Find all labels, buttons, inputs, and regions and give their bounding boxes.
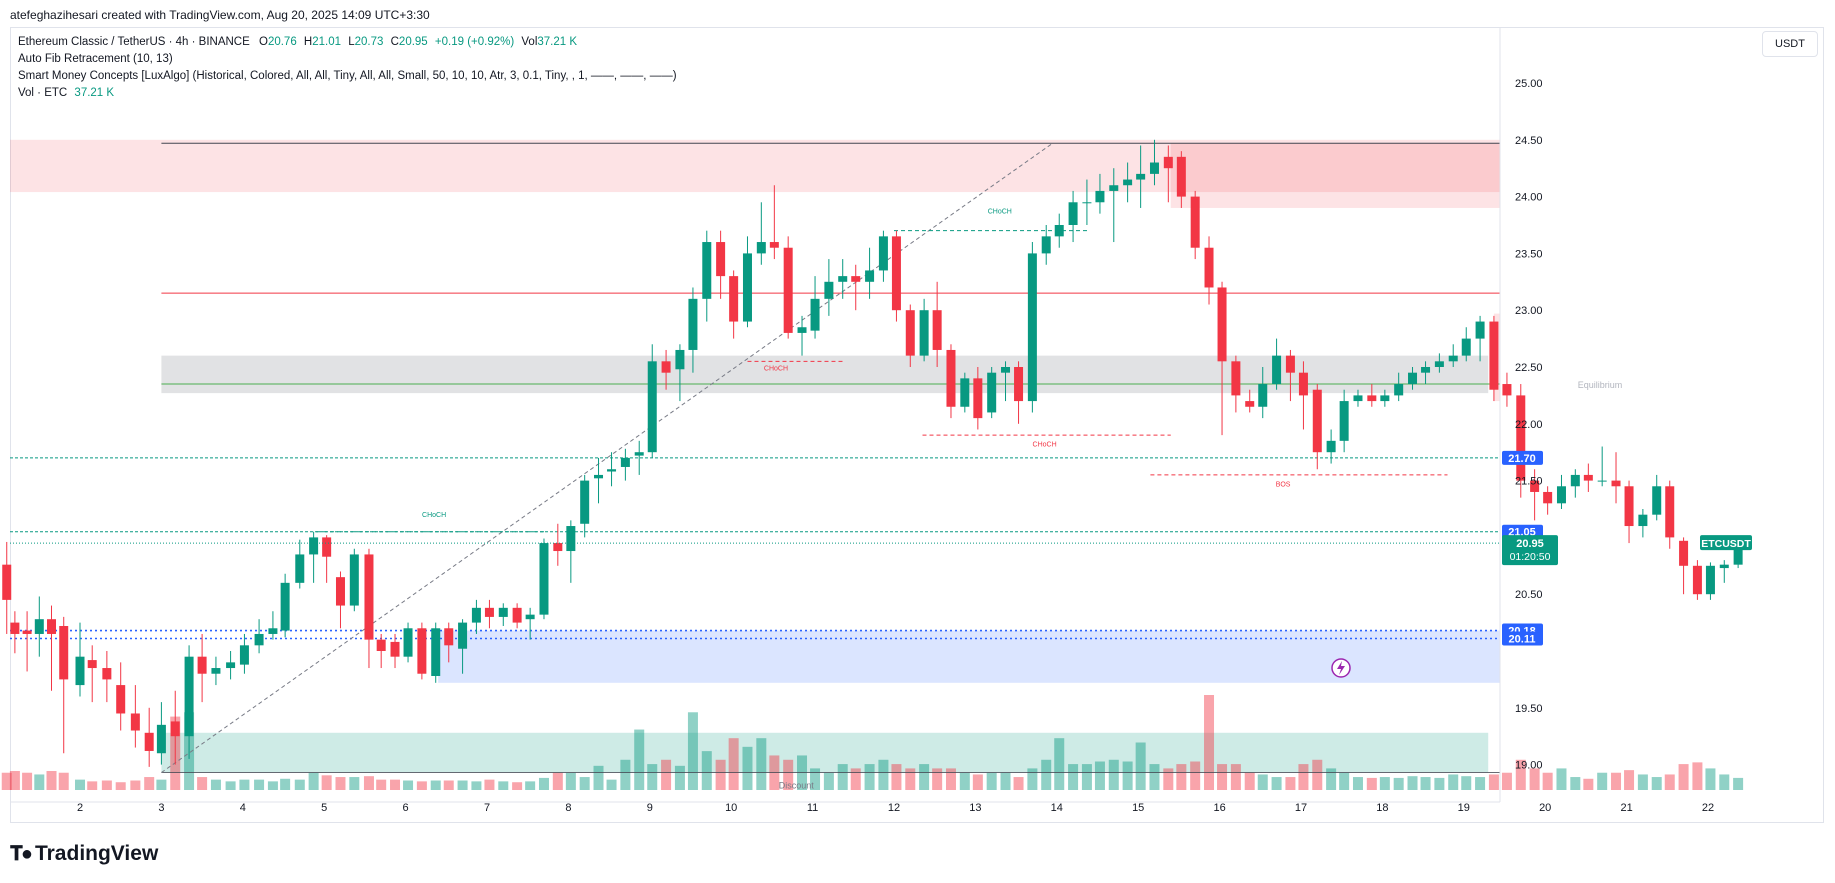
- chart-legend: Ethereum Classic / TetherUS · 4h · BINAN…: [18, 34, 677, 102]
- volume-value: 37.21 K: [537, 36, 578, 48]
- ohlc-close-label: C: [390, 36, 399, 48]
- volume-label: Vol: [521, 36, 538, 48]
- tradingview-logo-text: TradingView: [34, 842, 159, 865]
- price-change: +0.19 (+0.92%): [434, 36, 515, 48]
- tradingview-logo-icon: 𝐓●: [10, 842, 33, 865]
- ohlc-low-label: L: [348, 36, 355, 48]
- indicator-volume[interactable]: Vol · ETC 37.21 K: [18, 85, 677, 102]
- symbol-name[interactable]: Ethereum Classic / TetherUS · 4h · BINAN…: [18, 36, 250, 48]
- ohlc-low: 20.73: [354, 36, 384, 48]
- ohlc-close: 20.95: [398, 36, 428, 48]
- ohlc-open-label: O: [258, 36, 268, 48]
- legend-symbol-row: Ethereum Classic / TetherUS · 4h · BINAN…: [18, 34, 677, 51]
- indicator-fib[interactable]: Auto Fib Retracement (10, 13): [18, 53, 173, 65]
- currency-button[interactable]: USDT: [1762, 31, 1818, 57]
- ohlc-open: 20.76: [267, 36, 297, 48]
- tradingview-logo[interactable]: 𝐓● TradingView: [10, 842, 158, 866]
- indicator-volume-label: Vol · ETC: [18, 87, 68, 99]
- indicator-volume-value: 37.21 K: [74, 87, 115, 99]
- chart-caption: atefeghazihesari created with TradingVie…: [10, 8, 430, 22]
- ohlc-high-label: H: [303, 36, 313, 48]
- indicator-smc[interactable]: Smart Money Concepts [LuxAlgo] (Historic…: [18, 70, 677, 82]
- chart-frame: [10, 27, 1824, 823]
- ohlc-high: 21.01: [312, 36, 342, 48]
